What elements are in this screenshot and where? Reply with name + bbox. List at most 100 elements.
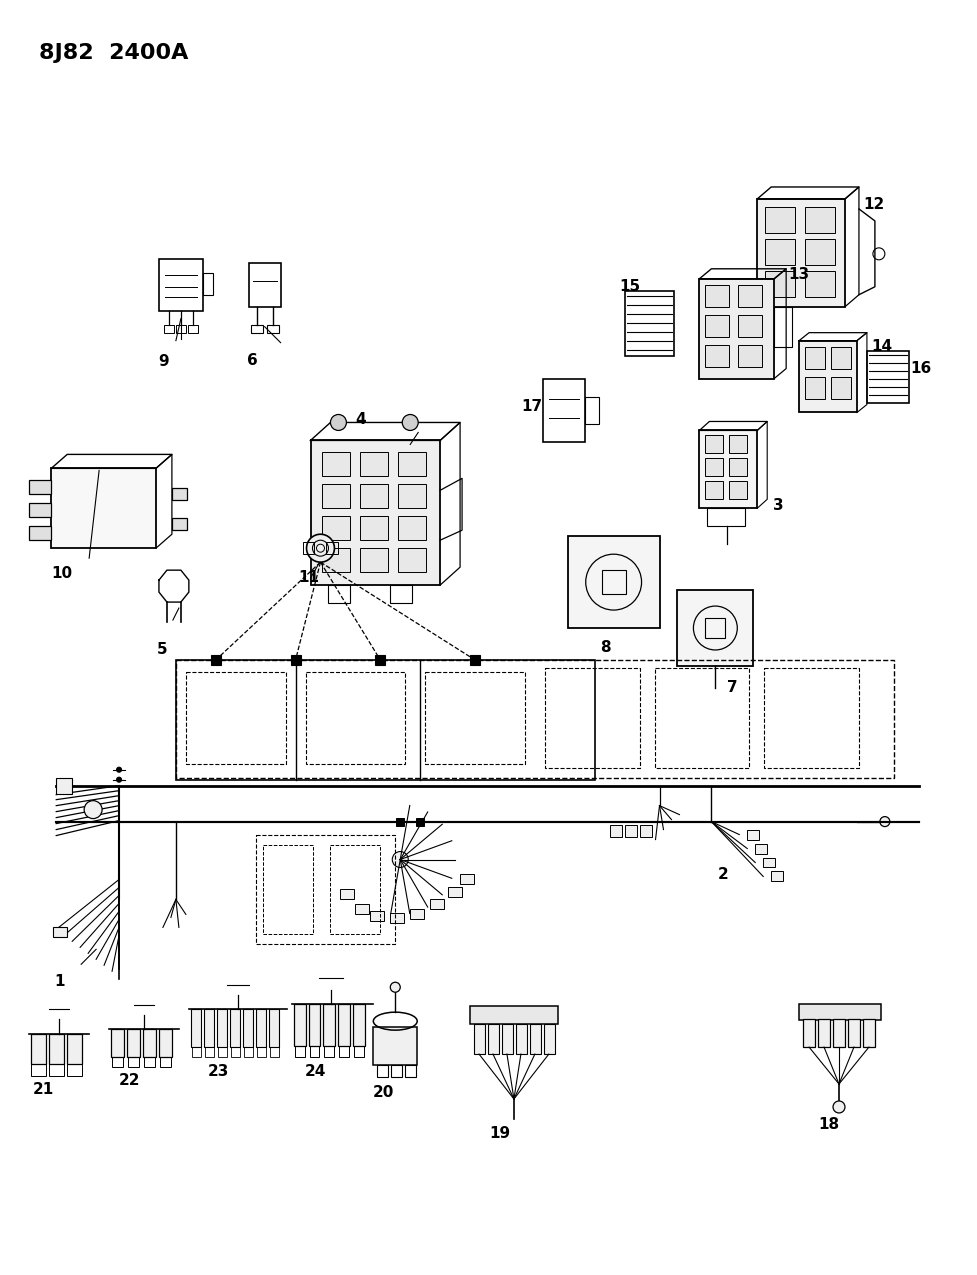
Bar <box>390 913 404 923</box>
Circle shape <box>390 982 401 992</box>
Bar <box>230 1010 239 1047</box>
Bar <box>143 1029 156 1057</box>
Bar <box>191 1047 201 1057</box>
Bar <box>176 325 186 333</box>
Text: 16: 16 <box>911 361 932 376</box>
Bar <box>306 672 405 764</box>
Bar <box>805 207 835 233</box>
Bar <box>57 778 72 793</box>
Bar <box>251 325 263 333</box>
Bar <box>747 830 759 839</box>
Circle shape <box>833 1102 845 1113</box>
Bar <box>294 1046 305 1057</box>
Bar <box>354 1005 365 1046</box>
Text: 21: 21 <box>32 1082 54 1096</box>
Bar <box>624 291 674 356</box>
Text: 13: 13 <box>788 266 809 282</box>
Bar <box>805 270 835 297</box>
Bar <box>377 1065 388 1077</box>
Text: 3: 3 <box>773 499 784 514</box>
Bar <box>805 376 825 399</box>
Bar <box>256 1010 266 1047</box>
Text: 7: 7 <box>727 680 738 695</box>
Circle shape <box>116 778 121 782</box>
Bar <box>739 344 762 367</box>
Bar <box>361 484 388 509</box>
Bar <box>340 890 355 899</box>
Bar <box>324 1046 334 1057</box>
Bar <box>49 1034 64 1065</box>
Circle shape <box>116 768 121 773</box>
Bar <box>211 655 221 666</box>
Text: 10: 10 <box>51 566 72 581</box>
Bar <box>763 858 775 867</box>
Bar <box>764 668 859 768</box>
Text: 8J82  2400A: 8J82 2400A <box>39 43 189 64</box>
Bar <box>399 453 426 477</box>
Bar <box>217 1010 227 1047</box>
Bar <box>755 844 767 853</box>
Bar <box>338 1005 351 1046</box>
Bar <box>172 488 187 500</box>
Bar <box>700 431 757 509</box>
Bar <box>705 284 729 307</box>
Bar <box>707 509 745 527</box>
Bar <box>470 1006 558 1024</box>
Bar <box>29 527 51 541</box>
Bar <box>29 504 51 518</box>
Bar <box>739 284 762 307</box>
Bar <box>848 1019 860 1047</box>
Text: 20: 20 <box>372 1085 394 1100</box>
Bar <box>803 1019 815 1047</box>
Bar <box>391 1065 403 1077</box>
Text: 4: 4 <box>355 413 365 427</box>
Bar <box>356 904 369 914</box>
Bar <box>127 1029 140 1057</box>
Bar <box>399 484 426 509</box>
Bar <box>655 668 749 768</box>
Bar <box>67 1065 82 1076</box>
Bar <box>257 1047 266 1057</box>
Bar <box>470 655 480 666</box>
Bar <box>172 518 187 530</box>
Bar <box>373 1028 417 1065</box>
Bar <box>51 468 156 548</box>
Bar <box>128 1057 139 1067</box>
Bar <box>863 1019 874 1047</box>
Bar <box>399 548 426 572</box>
Bar <box>765 270 795 297</box>
Bar <box>112 1057 123 1067</box>
Bar <box>67 1034 82 1065</box>
Bar <box>322 484 351 509</box>
Text: 23: 23 <box>208 1065 230 1079</box>
Circle shape <box>330 414 347 431</box>
Bar <box>757 199 845 307</box>
Bar <box>339 1046 350 1057</box>
Bar <box>322 516 351 541</box>
Bar <box>53 927 67 937</box>
Bar <box>833 1019 845 1047</box>
Bar <box>390 585 412 603</box>
Bar <box>322 548 351 572</box>
Bar <box>774 307 792 347</box>
Bar <box>270 1047 278 1057</box>
Bar <box>705 482 723 500</box>
Circle shape <box>880 816 890 826</box>
Bar <box>624 825 637 836</box>
Bar <box>399 516 426 541</box>
Text: 11: 11 <box>299 570 319 585</box>
Circle shape <box>393 852 408 867</box>
Bar <box>267 325 278 333</box>
Bar <box>361 453 388 477</box>
Bar <box>568 537 659 629</box>
Bar <box>805 238 835 265</box>
Bar <box>176 660 894 778</box>
Bar <box>186 672 285 764</box>
Bar <box>204 1010 214 1047</box>
Bar <box>242 1010 253 1047</box>
Text: 12: 12 <box>863 196 884 212</box>
Bar <box>799 1005 881 1020</box>
Bar <box>831 347 851 368</box>
Bar <box>31 1034 46 1065</box>
Bar <box>705 459 723 477</box>
